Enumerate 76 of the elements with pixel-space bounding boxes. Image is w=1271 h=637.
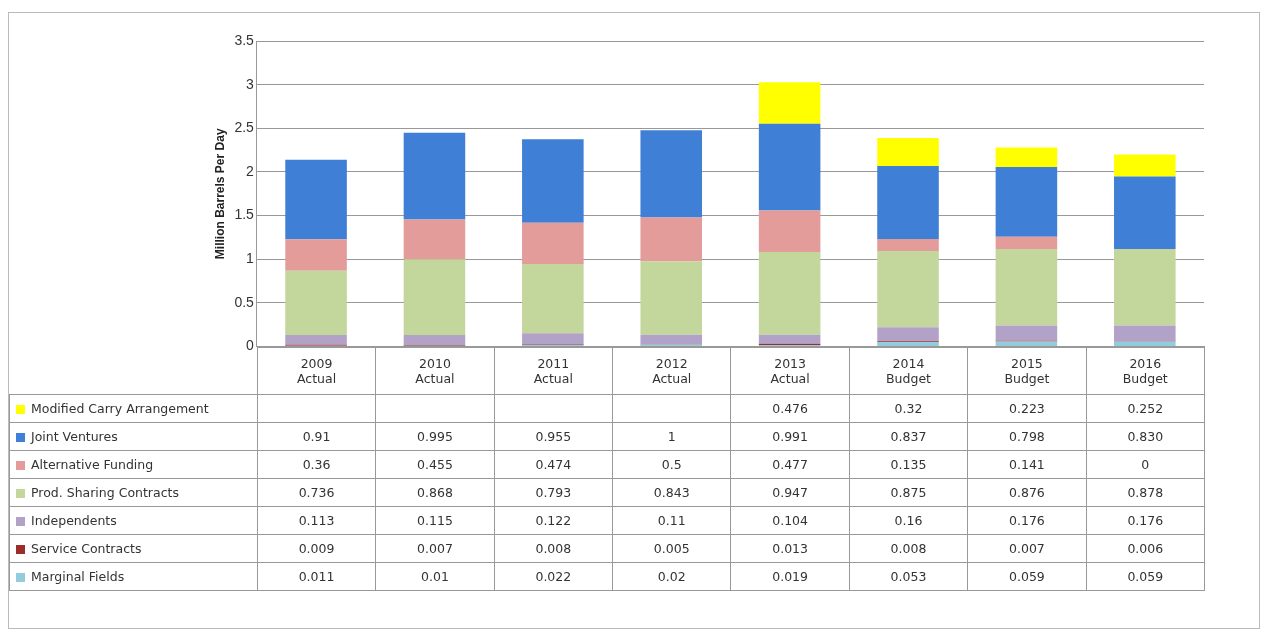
legend-label: Prod. Sharing Contracts: [9, 478, 258, 507]
legend-label: Joint Ventures: [9, 422, 258, 451]
data-label: 0.009: [257, 534, 376, 563]
x-tick-label: 2009 Actual: [257, 347, 376, 395]
legend-label: Marginal Fields: [9, 562, 258, 591]
x-tick-label: 2015 Budget: [967, 347, 1087, 395]
y-tick-label: 1: [246, 250, 255, 267]
y-tick-label: 3.5: [234, 31, 255, 48]
x-tick-label: 2010 Actual: [375, 347, 495, 395]
data-label: 0.053: [849, 562, 968, 591]
legend-label: Alternative Funding: [9, 450, 258, 479]
data-label: 0.474: [494, 450, 613, 479]
x-tick-label: 2016 Budget: [1086, 347, 1205, 395]
x-tick-label: 2011 Actual: [494, 347, 613, 395]
legend-label: Independents: [9, 506, 258, 535]
data-label: 0.455: [375, 450, 495, 479]
data-label: 0.176: [967, 506, 1087, 535]
data-label: 0.115: [375, 506, 495, 535]
y-axis-title: Million Barrels Per Day: [212, 128, 227, 260]
data-label: 0.798: [967, 422, 1087, 451]
data-label: 0.007: [375, 534, 495, 563]
data-label: 0.876: [967, 478, 1087, 507]
x-tick-label: 2013 Actual: [730, 347, 850, 395]
data-label: 0: [1086, 450, 1205, 479]
data-label: 0.91: [257, 422, 376, 451]
y-tick-label: 2: [246, 162, 255, 179]
data-label: 0.736: [257, 478, 376, 507]
data-label: 0.955: [494, 422, 613, 451]
data-label: 0.793: [494, 478, 613, 507]
data-label: 0.837: [849, 422, 968, 451]
data-label: 0.008: [849, 534, 968, 563]
data-label: 1: [612, 422, 731, 451]
data-label: 0.16: [849, 506, 968, 535]
data-label: 0.875: [849, 478, 968, 507]
data-label: 0.01: [375, 562, 495, 591]
y-tick-label: 1.5: [234, 206, 255, 223]
data-label: 0.995: [375, 422, 495, 451]
data-label: 0.011: [257, 562, 376, 591]
data-label: 0.477: [730, 450, 850, 479]
data-label: 0.868: [375, 478, 495, 507]
y-tick-label: 3: [246, 75, 255, 92]
data-label: 0.176: [1086, 506, 1205, 535]
data-label: 0.104: [730, 506, 850, 535]
y-tick-label: 2.5: [234, 119, 255, 136]
data-label: 0.5: [612, 450, 731, 479]
data-label: 0.006: [1086, 534, 1205, 563]
x-tick-label: 2014 Budget: [849, 347, 968, 395]
data-label: 0.013: [730, 534, 850, 563]
data-label: 0.005: [612, 534, 731, 563]
data-label: 0.223: [967, 394, 1087, 423]
data-label: 0.059: [1086, 562, 1205, 591]
data-label: 0.991: [730, 422, 850, 451]
data-label: 0.122: [494, 506, 613, 535]
y-tick-label: 0.5: [234, 293, 255, 310]
data-label: 0.32: [849, 394, 968, 423]
data-label: 0.113: [257, 506, 376, 535]
x-tick-label: 2012 Actual: [612, 347, 731, 395]
legend-label: Service Contracts: [9, 534, 258, 563]
data-label: 0.019: [730, 562, 850, 591]
data-label: 0.878: [1086, 478, 1205, 507]
data-label: 0.252: [1086, 394, 1205, 423]
data-label: 0.36: [257, 450, 376, 479]
data-label: 0.476: [730, 394, 850, 423]
data-label: 0.11: [612, 506, 731, 535]
data-label: 0.022: [494, 562, 613, 591]
data-label: 0.830: [1086, 422, 1205, 451]
data-label: 0.008: [494, 534, 613, 563]
data-label: 0.135: [849, 450, 968, 479]
data-label: 0.007: [967, 534, 1087, 563]
legend-label: Modified Carry Arrangement: [9, 394, 258, 423]
data-label: 0.843: [612, 478, 731, 507]
data-label: 0.059: [967, 562, 1087, 591]
data-label: 0.947: [730, 478, 850, 507]
data-label: 0.02: [612, 562, 731, 591]
data-label: 0.141: [967, 450, 1087, 479]
y-tick-label: 0: [246, 337, 255, 354]
